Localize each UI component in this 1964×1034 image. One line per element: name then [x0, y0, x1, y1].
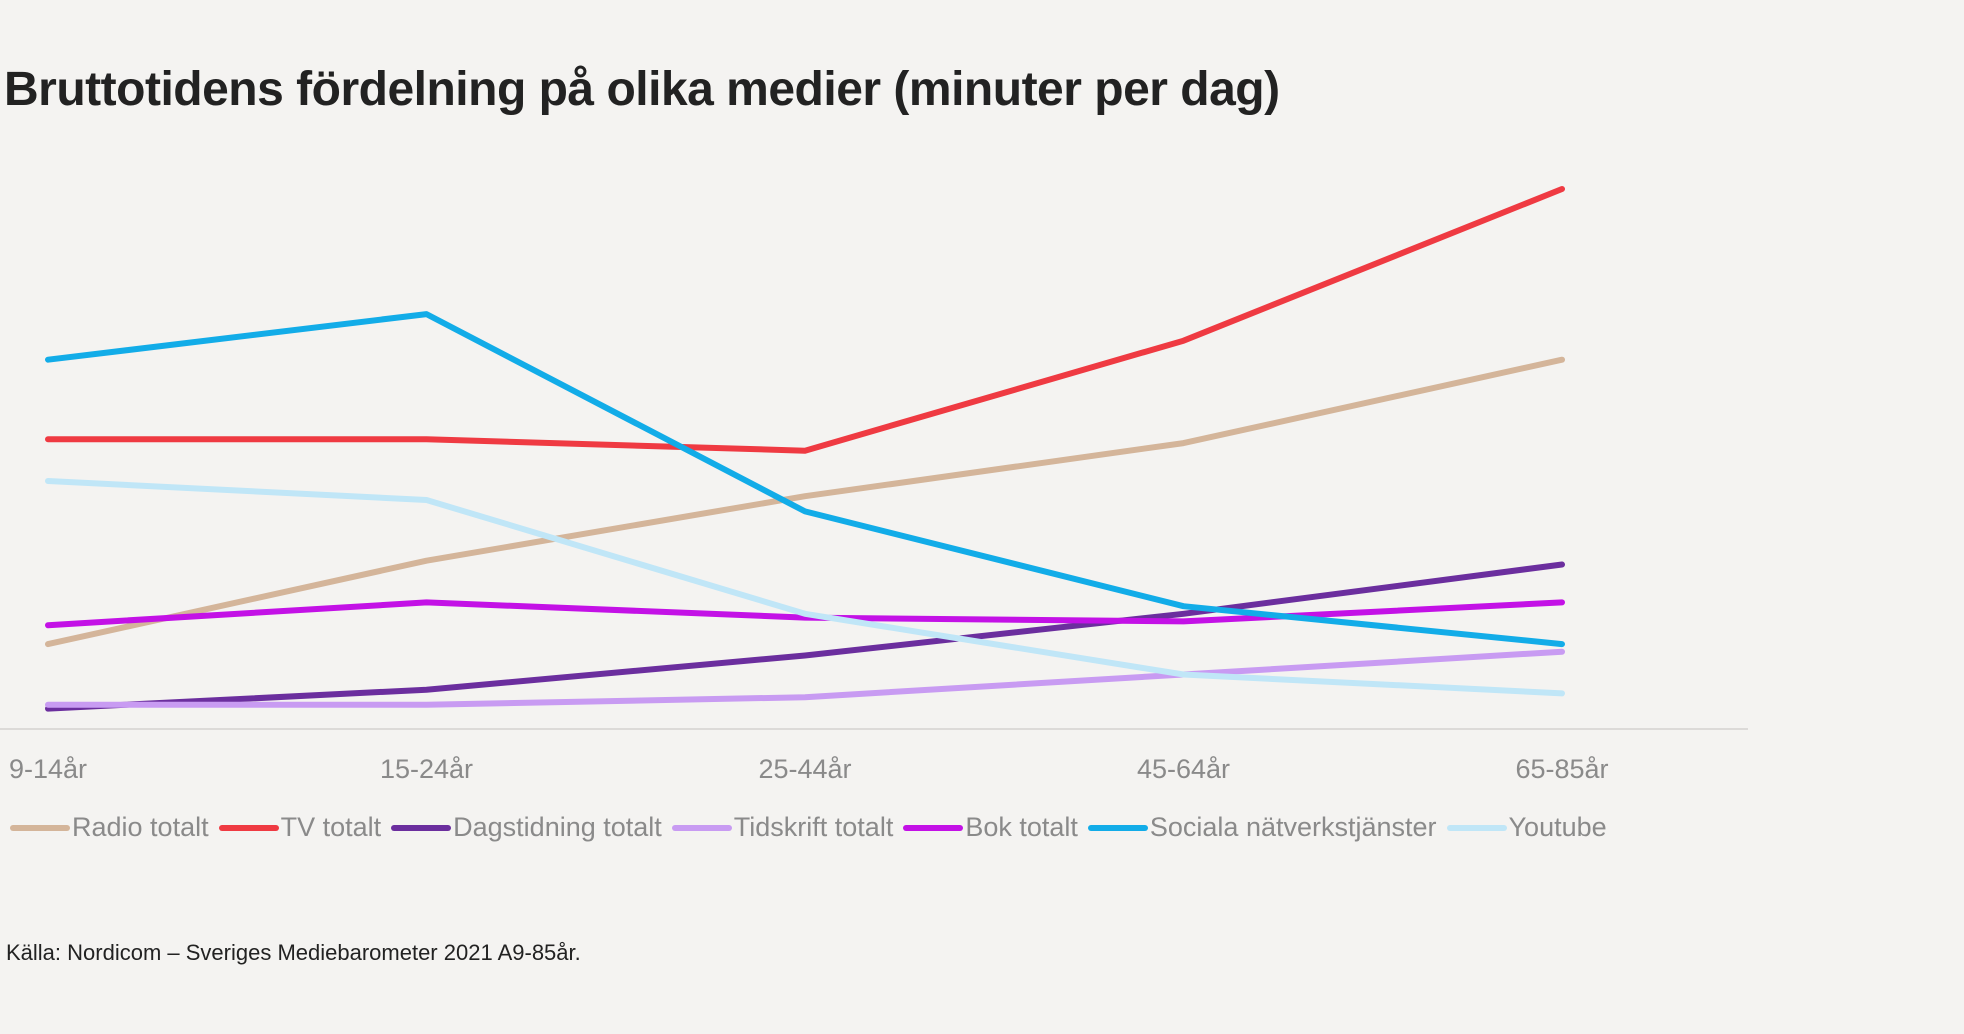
legend-swatch [218, 824, 279, 831]
series-line-1 [45, 186, 1565, 454]
line-chart: 9-14år 15-24år 25-44år 45-64år 65-85år [0, 186, 1748, 784]
legend-label: Tidskrift totalt [733, 812, 894, 842]
legend-item: Tidskrift totalt [671, 812, 894, 843]
legend-label: Sociala nätverkstjänster [1149, 812, 1437, 842]
legend-label: Dagstidning totalt [453, 812, 662, 842]
legend-swatch [903, 824, 964, 831]
source-note: Källa: Nordicom – Sveriges Mediebaromete… [6, 940, 581, 965]
legend-swatch [391, 824, 452, 831]
legend-item: Bok totalt [903, 812, 1078, 843]
series-line-2 [45, 561, 1565, 712]
series-line-3 [45, 648, 1565, 708]
legend-swatch [1087, 824, 1148, 831]
legend-label: TV totalt [280, 812, 382, 842]
legend-item: Youtube [1446, 812, 1607, 843]
legend-swatch [671, 824, 732, 831]
series-line-4 [45, 599, 1565, 629]
legend-label: Radio totalt [72, 812, 209, 842]
legend-item: Radio totalt [10, 812, 209, 843]
series-line-5 [45, 311, 1565, 648]
x-tick-label: 45-64år [1137, 754, 1230, 784]
legend-label: Youtube [1508, 812, 1607, 842]
x-tick-label: 25-44år [758, 754, 851, 784]
legend-item: Sociala nätverkstjänster [1087, 812, 1437, 843]
x-tick-label: 9-14år [9, 754, 87, 784]
legend-label: Bok totalt [965, 812, 1078, 842]
series-line-0 [45, 356, 1565, 648]
legend-swatch [1446, 824, 1507, 831]
series-line-6 [45, 478, 1565, 697]
chart-title: Bruttotidens fördelning på olika medier … [4, 63, 1280, 116]
legend-item: TV totalt [218, 812, 382, 843]
chart-legend: Radio totalt TV totalt Dagstidning totalt T… [10, 812, 1617, 843]
x-tick-label: 65-85år [1515, 754, 1608, 784]
legend-swatch [10, 824, 70, 831]
series-layer [45, 186, 1565, 712]
x-tick-label: 15-24år [380, 754, 473, 784]
legend-item: Dagstidning totalt [391, 812, 662, 843]
x-tick-labels: 9-14år 15-24år 25-44år 45-64år 65-85år [9, 754, 1609, 784]
